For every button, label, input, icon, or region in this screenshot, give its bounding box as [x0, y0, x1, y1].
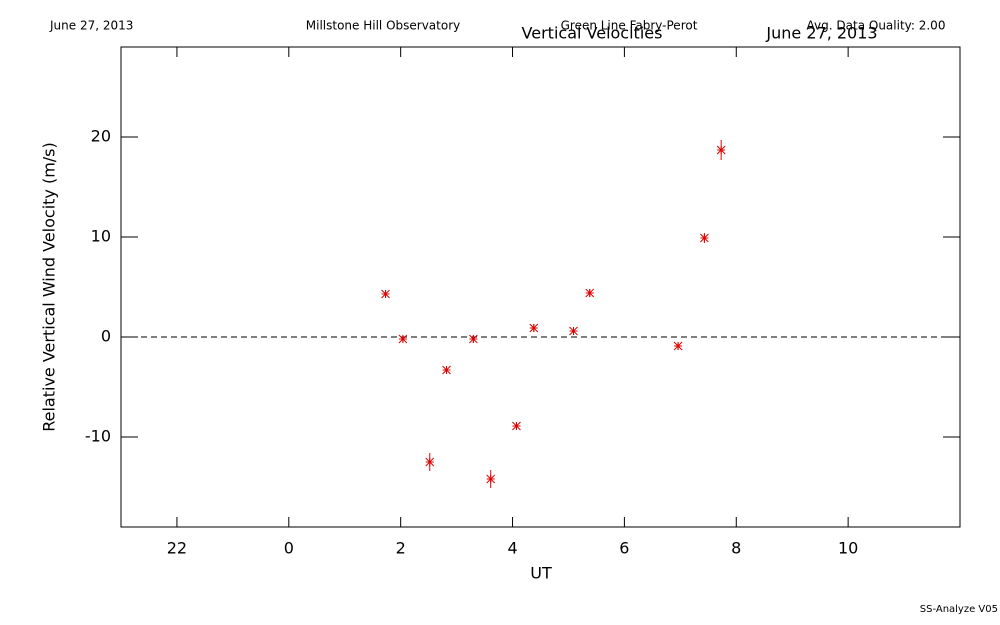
chart-subtitle: June 27, 2013 — [765, 24, 877, 43]
star-arm — [486, 474, 496, 484]
x-tick-label: 8 — [731, 539, 741, 558]
star-marker — [512, 421, 521, 431]
star-arm — [585, 288, 595, 298]
star-marker — [585, 288, 595, 298]
header-quality: Avg. Data Quality: 2.00 — [807, 19, 946, 33]
x-tick-label: 22 — [167, 539, 187, 558]
header-observatory: Millstone Hill Observatory — [306, 19, 460, 33]
star-arm — [381, 289, 390, 299]
y-tick-label: 20 — [91, 127, 111, 146]
star-arm — [716, 145, 726, 155]
star-marker — [398, 334, 408, 344]
header-instrument: Green Line Fabry-Perot — [561, 19, 698, 33]
star-arm — [673, 341, 683, 351]
star-arm — [425, 457, 435, 467]
star-arm — [529, 323, 539, 333]
star-marker — [469, 334, 478, 344]
star-arm — [469, 334, 478, 344]
footer: SS-Analyze V05 — [920, 604, 998, 615]
star-arm — [700, 233, 709, 243]
plot-frame — [120, 46, 961, 528]
star-arm — [442, 365, 451, 375]
star-marker — [569, 326, 578, 336]
star-marker — [442, 365, 451, 375]
star-arm — [398, 334, 408, 344]
x-tick-label: 6 — [619, 539, 629, 558]
chart-title: Vertical Velocities — [522, 24, 663, 43]
y-axis-label: Relative Vertical Wind Velocity (m/s) — [40, 142, 59, 432]
y-tick-label: 10 — [91, 227, 111, 246]
star-marker — [700, 233, 709, 243]
star-arm — [569, 326, 578, 336]
star-marker — [486, 474, 496, 484]
star-marker — [529, 323, 539, 333]
star-marker — [673, 341, 683, 351]
y-tick-label: 0 — [101, 327, 111, 346]
x-tick-label: 4 — [507, 539, 517, 558]
x-tick-label: 2 — [396, 539, 406, 558]
star-marker — [425, 457, 435, 467]
x-axis-label: UT — [530, 564, 552, 583]
star-marker — [716, 145, 726, 155]
x-tick-label: 10 — [838, 539, 858, 558]
y-tick-label: -10 — [85, 427, 111, 446]
header-date: June 27, 2013 — [49, 19, 133, 33]
star-marker — [381, 289, 390, 299]
x-tick-label: 0 — [284, 539, 294, 558]
star-arm — [512, 421, 521, 431]
